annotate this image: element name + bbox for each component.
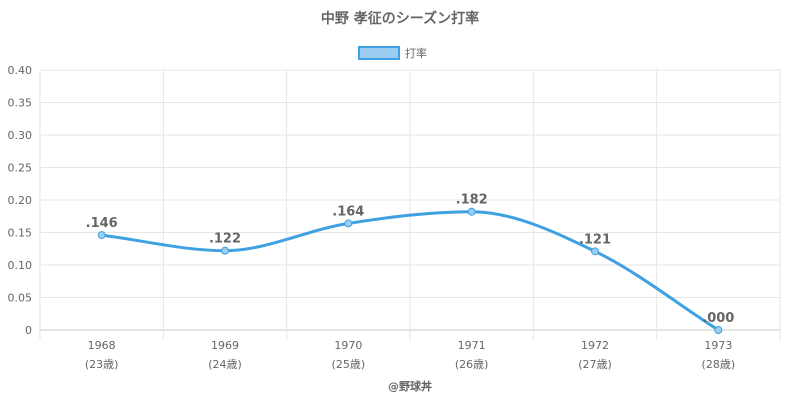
y-tick-label: 0.15 (8, 227, 33, 240)
data-labels: .146 .122 .164 .182 .121 .000 (86, 193, 735, 326)
data-label: .164 (332, 204, 364, 219)
data-point[interactable] (97, 231, 106, 240)
x-tick-label: 1973 (704, 339, 732, 352)
x-tick-label: 1970 (334, 339, 362, 352)
y-tick-label: 0.20 (8, 194, 33, 207)
y-tick-label: 0.30 (8, 129, 33, 142)
x-tick-sublabel: (24歳) (208, 358, 242, 371)
data-label: .121 (579, 232, 611, 247)
x-tick-sublabel: (27歳) (578, 358, 612, 371)
chart-title: 中野 孝征のシーズン打率 (321, 10, 479, 27)
data-point[interactable] (344, 219, 353, 228)
grid (39, 69, 781, 340)
data-point[interactable] (467, 207, 476, 216)
data-point[interactable] (714, 326, 723, 334)
data-point[interactable] (591, 247, 599, 256)
series-path (101, 210, 720, 332)
x-tick-label: 1969 (211, 339, 239, 352)
credit-text: @野球丼 (388, 379, 432, 393)
x-tick-label: 1972 (581, 339, 609, 352)
data-label: .122 (209, 232, 241, 247)
x-axis: 1968 (23歳) 1969 (24歳) 1970 (25歳) 1971 (26歳) 1972… (85, 339, 735, 371)
data-label: .146 (86, 216, 118, 231)
x-tick-sublabel: (23歳) (85, 358, 119, 371)
x-tick-label: 1968 (88, 339, 116, 352)
series-line (97, 207, 723, 334)
data-label: .000 (702, 311, 734, 326)
y-tick-label: 0.10 (8, 259, 33, 272)
y-tick-label: 0 (25, 324, 32, 337)
y-axis: 0 0.05 0.10 0.15 0.20 0.25 0.30 0.35 0.40 (8, 64, 33, 337)
y-tick-label: 0.25 (8, 162, 33, 175)
x-tick-label: 1971 (458, 339, 486, 352)
x-tick-sublabel: (25歳) (332, 358, 366, 371)
y-tick-label: 0.05 (8, 292, 33, 305)
data-point[interactable] (221, 246, 229, 255)
x-tick-sublabel: (26歳) (455, 358, 489, 371)
x-tick-sublabel: (28歳) (702, 358, 736, 371)
y-tick-label: 0.40 (8, 64, 33, 77)
data-label: .182 (456, 193, 488, 208)
y-tick-label: 0.35 (8, 97, 33, 110)
legend-swatch (358, 46, 400, 60)
legend-label: 打率 (405, 46, 427, 60)
legend[interactable]: 打率 (358, 46, 427, 60)
